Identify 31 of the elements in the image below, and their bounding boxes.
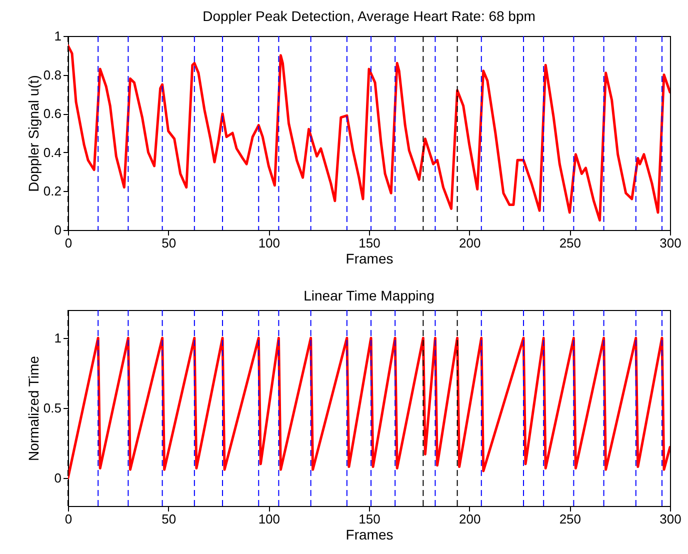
y-axis-title: Doppler Signal u(t): [25, 75, 42, 192]
y-tick-label: 1: [54, 330, 62, 346]
y-tick-label: 0.2: [43, 184, 62, 199]
x-tick-label: 200: [458, 236, 481, 250]
y-axis-title: Normalized Time: [25, 356, 42, 462]
x-tick-label: 250: [559, 236, 582, 250]
x-tick-label: 50: [162, 236, 176, 250]
x-axis-title: Frames: [346, 250, 394, 266]
chart-title: Doppler Peak Detection, Average Heart Rate: 68 bpm: [202, 8, 536, 24]
x-tick-label: 100: [258, 236, 280, 250]
y-tick-label: 0: [54, 222, 62, 238]
y-tick-label: 1: [54, 28, 62, 44]
chart-title: Linear Time Mapping: [304, 288, 434, 304]
y-tick-label: 0.4: [43, 144, 62, 160]
line-series: [68, 336, 670, 480]
y-tick-label: 0: [54, 470, 62, 486]
line-series: [68, 44, 670, 222]
y-tick-label: 0.8: [43, 67, 62, 82]
y-tick-label: 0.6: [43, 106, 62, 122]
x-tick-label: 150: [358, 236, 380, 250]
x-tick-label: 0: [64, 236, 72, 250]
x-tick-label: 50: [162, 512, 176, 526]
x-tick-label: 250: [559, 512, 582, 526]
x-tick-label: 200: [458, 512, 481, 526]
x-tick-label: 0: [64, 512, 72, 526]
y-tick-label: 0.5: [43, 400, 62, 416]
x-tick-label: 300: [660, 512, 682, 526]
x-tick-label: 300: [660, 236, 682, 250]
x-axis-title: Frames: [346, 526, 394, 542]
x-tick-label: 100: [258, 512, 280, 526]
x-tick-label: 150: [358, 512, 380, 526]
